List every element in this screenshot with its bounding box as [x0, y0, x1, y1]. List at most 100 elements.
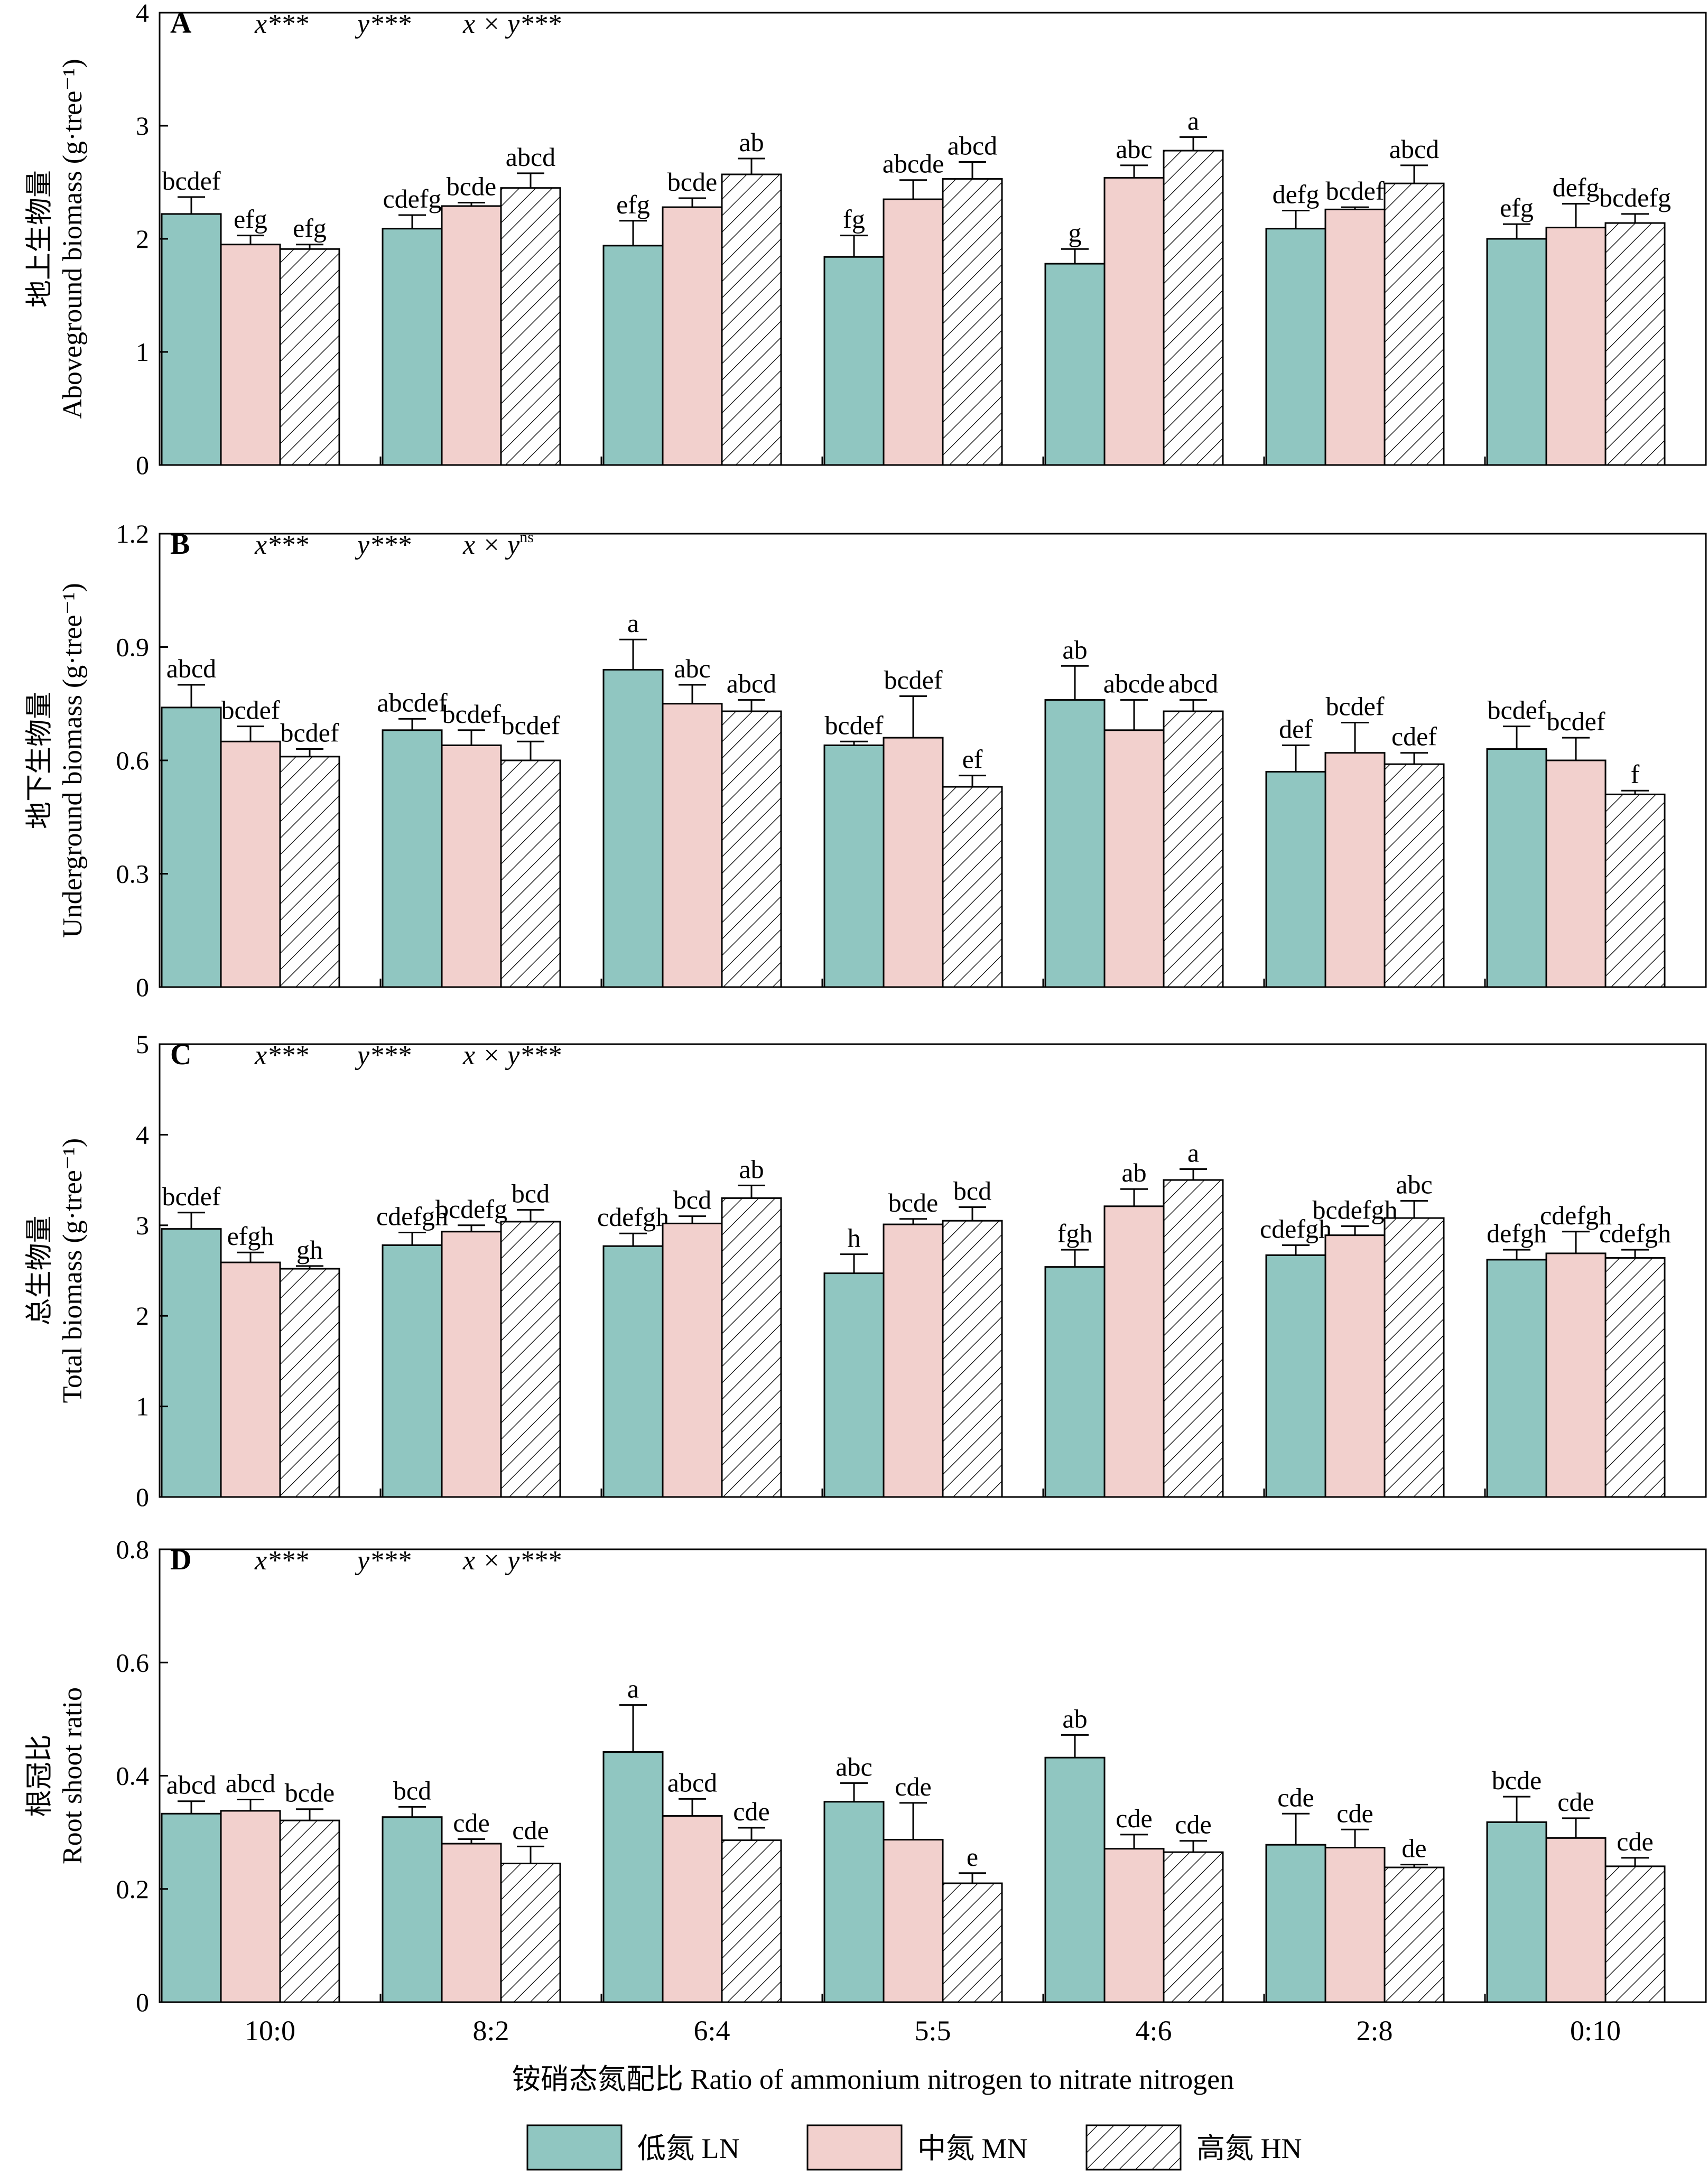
significance-label: efg — [293, 213, 327, 243]
bar — [1545, 759, 1607, 988]
significance-label: abcd — [727, 669, 776, 699]
bar — [1604, 1865, 1666, 2003]
y-tick-label: 3 — [136, 1211, 149, 1240]
y-axis-title: 总生物量Total biomass (g·tree⁻¹) — [25, 1138, 88, 1403]
bar — [382, 729, 443, 988]
significance-label: abc — [836, 1752, 872, 1781]
significance-label: bcdef — [501, 710, 560, 740]
significance-label: abcdef — [377, 687, 448, 717]
bar — [279, 1819, 340, 2003]
significance-label: h — [848, 1223, 861, 1253]
x-axis-title: 铵硝态氮配比 Ratio of ammonium nitrogen to nit… — [512, 2063, 1234, 2095]
bar — [1163, 1179, 1224, 1498]
y-axis-title: 地上生物量Aboveground biomass (g·tree⁻¹) — [25, 59, 88, 419]
bar — [1384, 1866, 1445, 2003]
y-tick-label: 0.4 — [116, 1761, 150, 1791]
bar — [441, 1843, 502, 2003]
bar — [883, 1839, 944, 2003]
significance-label: cde — [733, 1797, 769, 1826]
significance-label: f — [1631, 759, 1640, 789]
significance-label: ab — [739, 1154, 764, 1184]
x-tick-label: 8:2 — [472, 2015, 509, 2047]
bar — [382, 228, 443, 466]
significance-label: ab — [1062, 635, 1087, 664]
significance-label: defg — [1553, 173, 1600, 202]
significance-label: abc — [674, 654, 710, 683]
panel-letter: D — [170, 1543, 191, 1576]
significance-label: cdefgh — [1540, 1201, 1612, 1230]
bar — [220, 244, 281, 466]
bar — [441, 1231, 502, 1498]
legend-label-LN: 低氮 LN — [637, 2133, 739, 2164]
significance-label: defg — [1273, 180, 1320, 209]
bar — [1044, 699, 1106, 988]
bar — [220, 740, 281, 988]
significance-label: bcdefg — [435, 1194, 507, 1224]
significance-label: bcde — [667, 167, 717, 197]
bar — [602, 245, 664, 466]
y-tick-label: 0.8 — [116, 1535, 150, 1564]
bar — [1163, 1851, 1224, 2003]
bar — [942, 786, 1003, 988]
significance-label: cdefgh — [376, 1202, 448, 1231]
significance-label: abcde — [1103, 669, 1165, 699]
significance-label: a — [627, 1674, 639, 1704]
bar — [883, 198, 944, 466]
legend-label-MN: 中氮 MN — [917, 2133, 1028, 2164]
bar — [602, 668, 664, 988]
bar — [382, 1816, 443, 2003]
significance-label: cde — [895, 1772, 931, 1801]
bar — [441, 205, 502, 466]
bar — [1324, 208, 1386, 466]
bar — [1044, 1266, 1106, 1498]
significance-label: bcdef — [1325, 692, 1384, 721]
significance-label: bcdef — [1487, 695, 1546, 725]
bar — [1103, 729, 1165, 988]
significance-label: bcd — [673, 1185, 711, 1215]
significance-label: bcdef — [221, 695, 280, 725]
bar — [500, 1221, 561, 1498]
y-tick-label: 4 — [136, 0, 149, 27]
significance-label: cde — [512, 1815, 549, 1845]
bar — [161, 213, 222, 466]
significance-label: gh — [296, 1235, 323, 1264]
bar — [883, 737, 944, 988]
bar — [1265, 770, 1326, 988]
bar — [721, 710, 782, 988]
bar — [1103, 176, 1165, 466]
bar — [721, 173, 782, 466]
significance-label: cdefgh — [597, 1202, 669, 1232]
x-tick-label: 6:4 — [693, 2015, 730, 2047]
y-tick-label: 0 — [136, 1482, 149, 1512]
y-tick-label: 2 — [136, 224, 149, 254]
bar — [662, 1222, 723, 1498]
bar — [721, 1839, 782, 2003]
bar — [883, 1223, 944, 1498]
stats-annotation: x*** y*** x × y*** — [254, 1546, 561, 1576]
panel-letter: A — [170, 7, 192, 40]
significance-label: cdefg — [383, 184, 441, 213]
significance-label: abc — [1116, 134, 1152, 164]
bar — [279, 1268, 340, 1498]
bar — [662, 206, 723, 466]
x-tick-label: 4:6 — [1135, 2015, 1172, 2047]
bar — [500, 759, 561, 988]
bar — [500, 1863, 561, 2003]
bar — [161, 706, 222, 988]
significance-label: cde — [1336, 1798, 1373, 1828]
bar — [942, 1220, 1003, 1498]
significance-label: cde — [1617, 1827, 1653, 1856]
significance-label: def — [1279, 714, 1313, 743]
y-tick-label: 0.3 — [116, 859, 150, 889]
significance-label: cdefgh — [1260, 1214, 1332, 1244]
bar — [1265, 1254, 1326, 1498]
significance-label: de — [1401, 1834, 1426, 1863]
significance-label: ef — [962, 745, 983, 774]
bar — [1486, 238, 1547, 466]
y-tick-label: 5 — [136, 1029, 149, 1059]
legend-swatch-MN — [806, 2124, 903, 2171]
